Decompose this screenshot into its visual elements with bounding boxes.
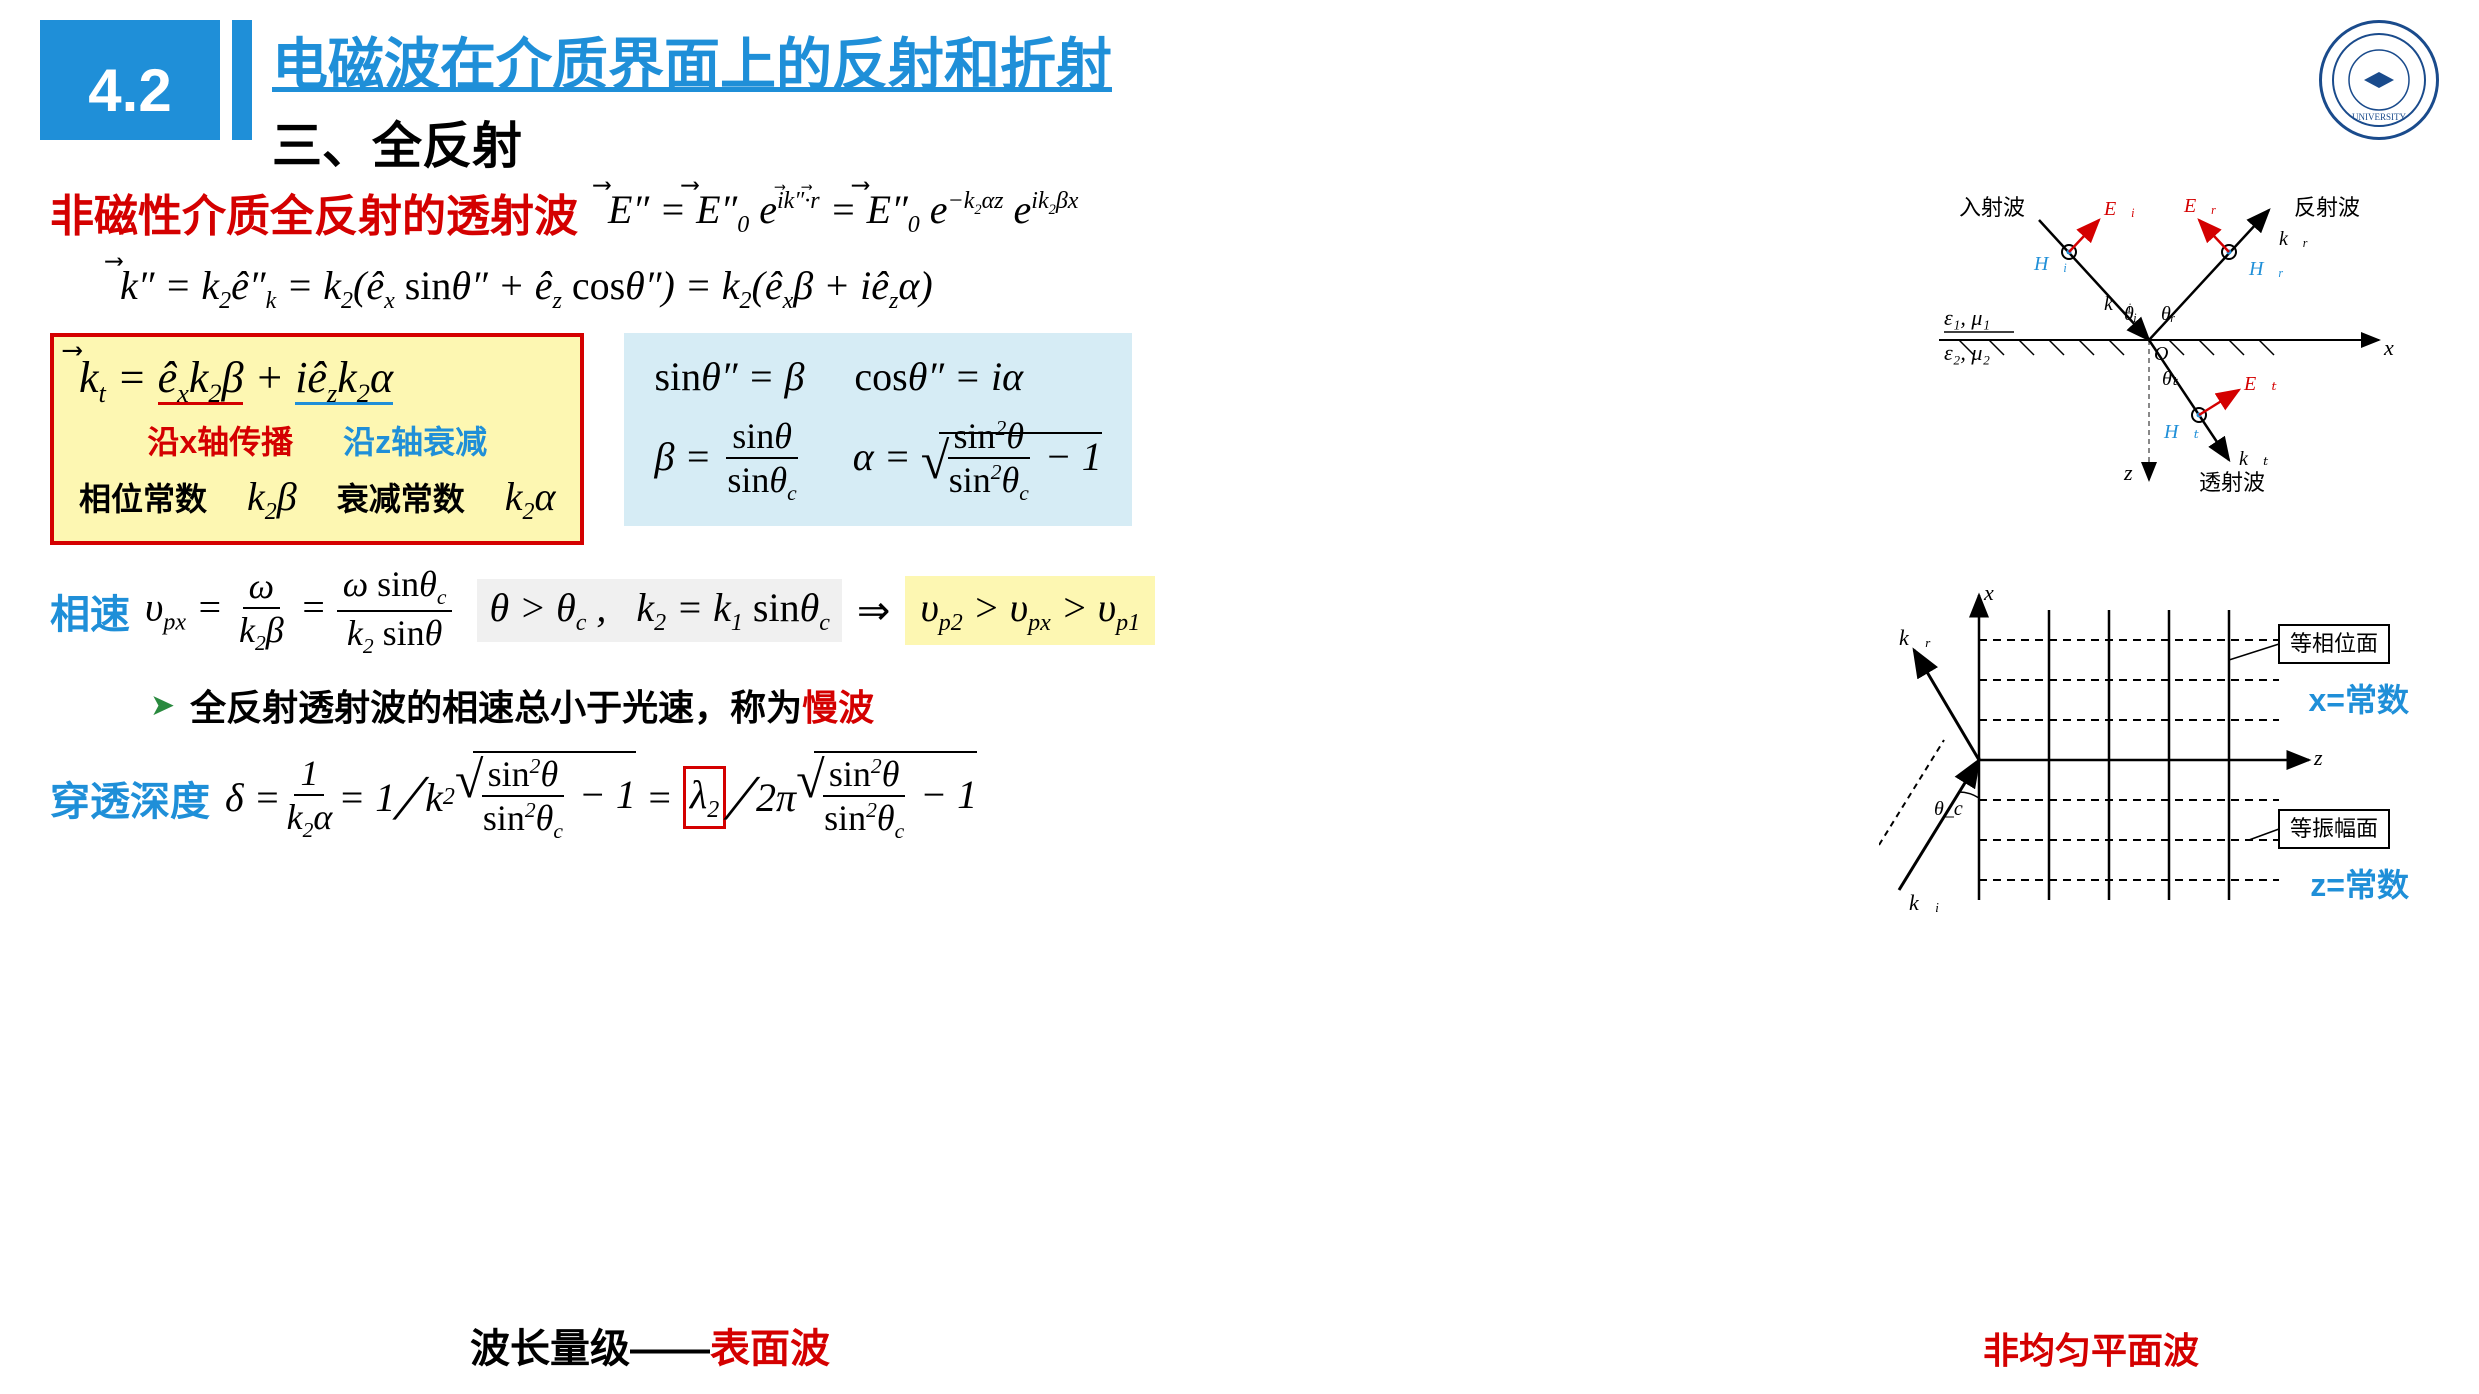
eq-penetration: δ = 1k2α = 1/ k2sin2θsin2θc − 1 = λ2 / 2…	[225, 751, 977, 844]
eq-phase-velocity: υpx = ωk2β = ω sinθck2 sinθ	[145, 563, 452, 659]
eq-k-double-prime: k″ = k2ê″k = k2(êx sinθ″ + êz cosθ″) = k…	[120, 262, 933, 315]
eq-kt: kt = êxk2β + iêzk2α	[79, 352, 555, 409]
diagram-reflection-refraction: x z O 入射波 E⃗ᵢ H⃗ᵢ k⃗ᵢ	[1899, 180, 2399, 500]
svg-text:透射波: 透射波	[2199, 470, 2265, 495]
bullet-slow-wave-red: 慢波	[802, 679, 874, 731]
caption-surface-wave: 表面波	[710, 1327, 830, 1371]
svg-text:H⃗ₜ: H⃗ₜ	[2163, 421, 2199, 443]
eq-beta-alpha-def: β = sinθsinθc α = sin2θsin2θc − 1	[654, 415, 1101, 506]
label-x-propagate: 沿x轴传播	[147, 417, 293, 463]
lambda2-box: λ2	[683, 766, 726, 829]
svg-text:E⃗ₜ: E⃗ₜ	[2243, 373, 2277, 395]
slide-content: 非磁性介质全反射的透射波 E″ = E″0 eik″·r = E″0 e−k2α…	[50, 180, 2429, 1374]
slide-header: 4.2 电磁波在介质界面上的反射和折射 三、全反射	[40, 20, 2439, 178]
val-atten-constant: k2α	[505, 473, 556, 526]
svg-text:k⃗ᵣ: k⃗ᵣ	[2279, 228, 2308, 250]
svg-text:反射波: 反射波	[2294, 195, 2360, 220]
condition-theta: θ > θc , k2 = k1 sinθc	[477, 579, 841, 642]
label-penetration: 穿透深度	[50, 769, 210, 827]
svg-text:x: x	[2383, 335, 2394, 360]
result-velocity-order: υp2 > υpx > υp1	[905, 576, 1155, 645]
eq-E-double-prime: E″ = E″0 eik″·r = E″0 e−k2αz eik2βx	[608, 186, 1078, 239]
svg-text:O: O	[2154, 343, 2168, 365]
svg-text:ε₁, μ₁: ε₁, μ₁	[1944, 305, 1990, 330]
label-phase-velocity: 相速	[50, 582, 130, 640]
caption-wavelength-black: 波长量级——	[470, 1327, 710, 1371]
box-beta-alpha: sinθ″ = β cosθ″ = iα β = sinθsinθc α = s…	[624, 333, 1131, 526]
title-block: 电磁波在介质界面上的反射和折射 三、全反射	[272, 20, 1112, 178]
caption-nonuniform: 非均匀平面波	[1983, 1322, 2199, 1374]
svg-text:θᵣ: θᵣ	[2161, 303, 2176, 325]
svg-text:等相位面: 等相位面	[2290, 631, 2378, 656]
title-bar	[232, 20, 252, 140]
heading-transmitted: 非磁性介质全反射的透射波	[50, 180, 578, 244]
label-z-const: z=常数	[2310, 860, 2409, 906]
val-phase-constant: k2β	[247, 473, 297, 526]
svg-text:k⃗ᵢ: k⃗ᵢ	[1909, 890, 1939, 915]
svg-text:k⃗ᵣ: k⃗ᵣ	[1899, 625, 1931, 650]
svg-text:H⃗ᵢ: H⃗ᵢ	[2033, 253, 2067, 275]
svg-text:θ_c: θ_c	[1934, 798, 1963, 820]
label-z-attenuate: 沿z轴衰减	[343, 417, 487, 463]
caption-wavelength: 波长量级——表面波	[470, 1316, 830, 1374]
section-number: 4.2	[40, 20, 220, 140]
svg-text:E⃗ᵢ: E⃗ᵢ	[2103, 198, 2135, 220]
svg-text:k⃗ₜ: k⃗ₜ	[2239, 448, 2268, 470]
svg-text:θₜ: θₜ	[2162, 368, 2179, 390]
label-x-const: x=常数	[2309, 675, 2410, 721]
svg-text:z: z	[2313, 745, 2323, 770]
bullet-slow-wave-pre: 全反射透射波的相速总小于光速，称为	[190, 679, 802, 731]
implies-arrow-icon: ⇒	[857, 588, 891, 634]
svg-text:ε₂, μ₂: ε₂, μ₂	[1944, 340, 1990, 365]
eq-sin-cos-theta: sinθ″ = β cosθ″ = iα	[654, 353, 1101, 400]
svg-text:H⃗ᵣ: H⃗ᵣ	[2248, 258, 2284, 280]
title-sub: 三、全反射	[272, 106, 1112, 178]
svg-text:入射波: 入射波	[1959, 195, 2025, 220]
diagram-phase-amplitude: z x k⃗ᵣ	[1879, 580, 2399, 930]
university-logo: UNIVERSITY	[2319, 20, 2439, 140]
svg-text:等振幅面: 等振幅面	[2290, 816, 2378, 841]
svg-text:E⃗ᵣ: E⃗ᵣ	[2183, 195, 2217, 217]
bullet-icon: ➤	[150, 688, 175, 723]
svg-text:UNIVERSITY: UNIVERSITY	[2352, 112, 2406, 122]
svg-text:θᵢ: θᵢ	[2124, 303, 2137, 325]
box-kt-propagation: kt = êxk2β + iêzk2α 沿x轴传播 沿z轴衰减 相位常数 k2β…	[50, 333, 584, 545]
svg-text:x: x	[1983, 580, 1994, 605]
svg-text:z: z	[2123, 460, 2133, 485]
label-phase-constant: 相位常数	[79, 474, 207, 520]
label-atten-constant: 衰减常数	[337, 474, 465, 520]
title-main: 电磁波在介质界面上的反射和折射	[272, 20, 1112, 101]
